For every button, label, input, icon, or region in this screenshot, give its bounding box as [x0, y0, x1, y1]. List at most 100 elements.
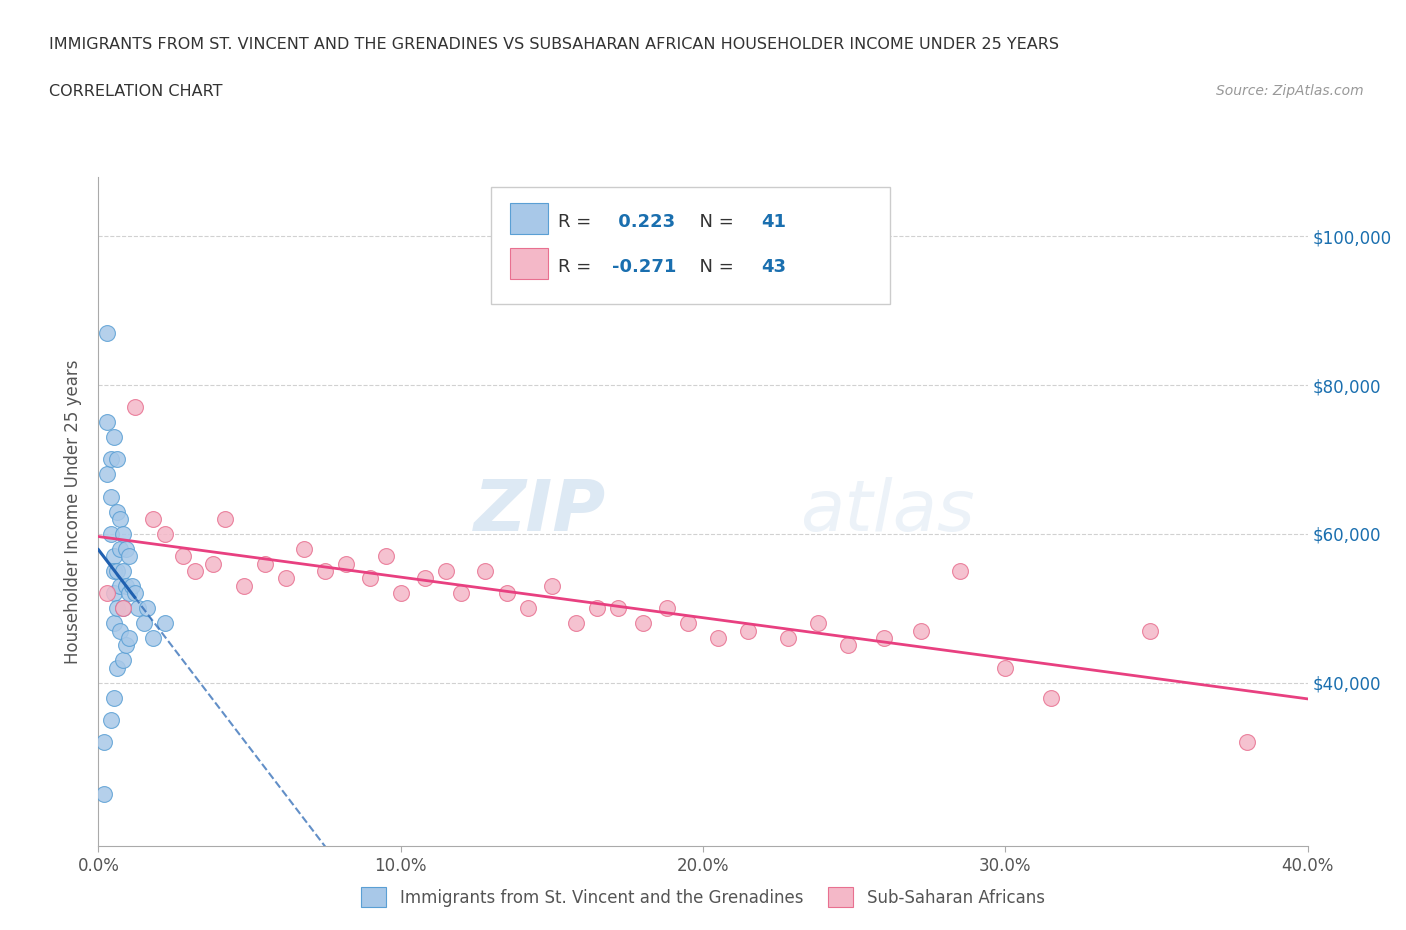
Point [274, 571, 297, 586]
Point [114, 578, 136, 593]
Legend: Immigrants from St. Vincent and the Grenadines, Sub-Saharan Africans: Immigrants from St. Vincent and the Gren… [353, 879, 1053, 915]
Point [96, 586, 118, 601]
Point [565, 616, 588, 631]
Point [105, 504, 128, 519]
Text: 0.223: 0.223 [613, 213, 675, 232]
Point [124, 400, 146, 415]
Point [631, 616, 654, 631]
Text: IMMIGRANTS FROM ST. VINCENT AND THE GRENADINES VS SUBSAHARAN AFRICAN HOUSEHOLDER: IMMIGRANTS FROM ST. VINCENT AND THE GREN… [49, 37, 1059, 52]
Point [413, 571, 436, 586]
Text: N =: N = [689, 213, 740, 232]
Point [96, 467, 118, 482]
Point [100, 712, 122, 727]
Point [516, 601, 538, 616]
Point [807, 616, 830, 631]
Point [108, 541, 131, 556]
Point [103, 616, 125, 631]
Point [153, 616, 176, 631]
Point [434, 564, 457, 578]
Point [118, 586, 141, 601]
Point [103, 690, 125, 705]
Point [118, 631, 141, 645]
Point [96, 326, 118, 340]
Point [873, 631, 896, 645]
Point [111, 601, 134, 616]
Point [540, 578, 562, 593]
Text: Source: ZipAtlas.com: Source: ZipAtlas.com [1216, 84, 1364, 98]
Point [118, 549, 141, 564]
Point [837, 638, 859, 653]
Point [105, 564, 128, 578]
FancyBboxPatch shape [492, 187, 890, 304]
Point [949, 564, 972, 578]
Point [495, 586, 517, 601]
Point [184, 564, 207, 578]
Point [108, 578, 131, 593]
Point [314, 564, 336, 578]
Point [100, 526, 122, 541]
Point [232, 578, 254, 593]
Point [114, 638, 136, 653]
FancyBboxPatch shape [509, 204, 548, 234]
Point [335, 556, 357, 571]
Text: -0.271: -0.271 [613, 259, 676, 276]
Text: CORRELATION CHART: CORRELATION CHART [49, 84, 222, 99]
Point [103, 564, 125, 578]
Point [142, 512, 165, 526]
Text: 41: 41 [761, 213, 786, 232]
Point [374, 549, 396, 564]
Point [676, 616, 699, 631]
Point [105, 452, 128, 467]
Point [655, 601, 678, 616]
Point [253, 556, 276, 571]
Point [121, 578, 143, 593]
Point [100, 489, 122, 504]
Point [707, 631, 730, 645]
Point [103, 549, 125, 564]
Point [450, 586, 472, 601]
Point [214, 512, 236, 526]
Point [994, 660, 1017, 675]
Point [360, 571, 382, 586]
Point [114, 541, 136, 556]
Text: R =: R = [558, 213, 598, 232]
Point [124, 586, 146, 601]
Point [96, 415, 118, 430]
Text: ZIP: ZIP [474, 477, 606, 546]
Point [153, 526, 176, 541]
Point [142, 631, 165, 645]
Point [111, 526, 134, 541]
Point [100, 452, 122, 467]
Point [474, 564, 496, 578]
Text: R =: R = [558, 259, 598, 276]
Point [1139, 623, 1161, 638]
Point [108, 623, 131, 638]
Point [111, 653, 134, 668]
Point [108, 512, 131, 526]
Point [132, 616, 155, 631]
Point [910, 623, 932, 638]
Point [586, 601, 609, 616]
Text: N =: N = [689, 259, 740, 276]
Point [202, 556, 225, 571]
Point [105, 660, 128, 675]
Point [93, 735, 115, 750]
Point [737, 623, 759, 638]
Point [172, 549, 194, 564]
FancyBboxPatch shape [509, 248, 548, 279]
Point [1039, 690, 1062, 705]
Text: atlas: atlas [800, 477, 974, 546]
Point [389, 586, 412, 601]
Point [111, 564, 134, 578]
Point [292, 541, 315, 556]
Point [93, 787, 115, 802]
Point [607, 601, 630, 616]
Text: 43: 43 [761, 259, 786, 276]
Point [103, 430, 125, 445]
Point [135, 601, 157, 616]
Point [111, 601, 134, 616]
Point [105, 601, 128, 616]
Point [1236, 735, 1258, 750]
Point [127, 601, 149, 616]
Y-axis label: Householder Income Under 25 years: Householder Income Under 25 years [65, 359, 83, 664]
